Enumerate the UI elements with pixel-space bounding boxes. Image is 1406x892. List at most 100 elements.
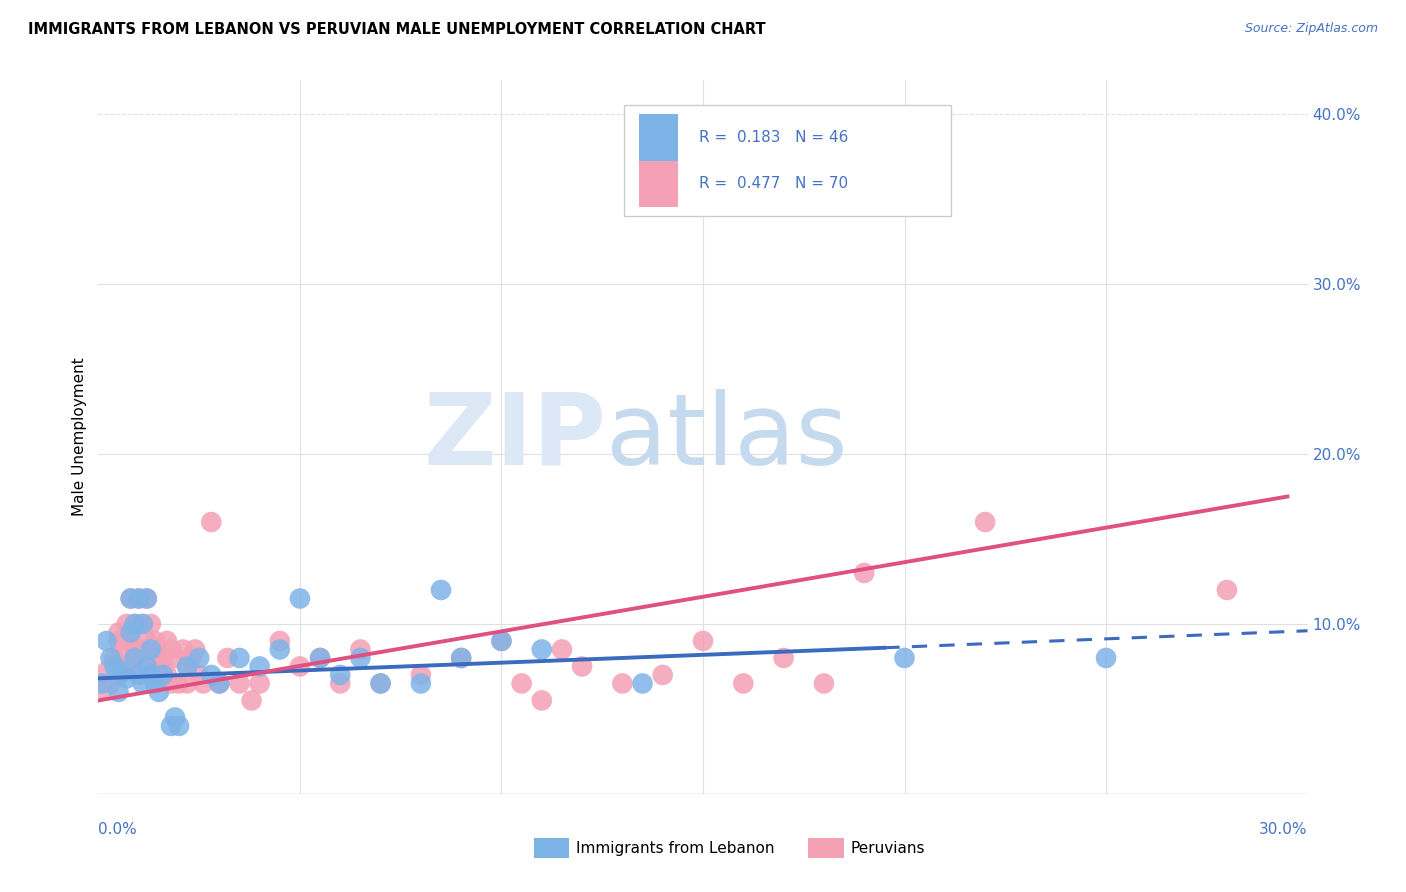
Point [103, 659, 125, 673]
Point [139, 642, 162, 657]
Point [249, 676, 271, 690]
Point [139, 617, 162, 632]
Point [132, 617, 155, 632]
Point [370, 676, 392, 690]
Point [329, 668, 352, 682]
Point [107, 625, 129, 640]
Point [152, 668, 174, 682]
Text: R =  0.477   N = 70: R = 0.477 N = 70 [699, 177, 848, 191]
Point [139, 642, 162, 657]
Point [1216, 582, 1239, 597]
Bar [624, 105, 950, 216]
Point [148, 685, 170, 699]
Point [228, 651, 250, 665]
Y-axis label: Male Unemployment: Male Unemployment [72, 358, 87, 516]
Point [128, 659, 150, 673]
Point [135, 591, 157, 606]
Point [491, 634, 513, 648]
Point [100, 651, 122, 665]
Point [651, 668, 673, 682]
Point [115, 659, 138, 673]
Point [124, 617, 146, 632]
Point [148, 668, 170, 682]
Point [176, 676, 198, 690]
Point [288, 659, 311, 673]
Bar [638, 161, 678, 207]
Text: R =  0.183   N = 46: R = 0.183 N = 46 [699, 130, 849, 145]
Point [143, 634, 166, 648]
Text: Immigrants from Lebanon: Immigrants from Lebanon [576, 841, 775, 855]
Point [370, 676, 392, 690]
Point [409, 668, 432, 682]
Point [128, 668, 150, 682]
Point [176, 659, 198, 673]
Point [288, 591, 311, 606]
Point [152, 651, 174, 665]
Point [160, 642, 183, 657]
Point [120, 634, 142, 648]
Point [120, 591, 142, 606]
Point [692, 634, 714, 648]
Point [631, 676, 654, 690]
Point [107, 685, 129, 699]
Point [184, 642, 207, 657]
Point [156, 634, 179, 648]
Point [200, 515, 222, 529]
Point [160, 676, 183, 690]
Point [132, 617, 155, 632]
Point [135, 634, 157, 648]
Point [111, 665, 134, 679]
Point [96, 665, 118, 679]
Point [329, 676, 352, 690]
Point [571, 659, 593, 673]
Point [91, 676, 114, 690]
Point [143, 659, 166, 673]
Point [217, 651, 239, 665]
Point [249, 659, 271, 673]
Point [124, 651, 146, 665]
Point [167, 676, 190, 690]
Point [612, 676, 634, 690]
Text: Source: ZipAtlas.com: Source: ZipAtlas.com [1244, 22, 1378, 36]
Point [156, 668, 179, 682]
Point [893, 651, 915, 665]
Bar [638, 114, 678, 161]
Point [167, 719, 190, 733]
Point [551, 642, 574, 657]
Text: Peruvians: Peruvians [851, 841, 925, 855]
Point [491, 634, 513, 648]
Point [450, 651, 472, 665]
Point [172, 642, 194, 657]
Point [120, 591, 142, 606]
Point [152, 659, 174, 673]
Point [200, 668, 222, 682]
Point [96, 634, 118, 648]
Point [139, 668, 162, 682]
Point [530, 642, 553, 657]
Point [269, 634, 291, 648]
Point [176, 659, 198, 673]
Text: IMMIGRANTS FROM LEBANON VS PERUVIAN MALE UNEMPLOYMENT CORRELATION CHART: IMMIGRANTS FROM LEBANON VS PERUVIAN MALE… [28, 22, 766, 37]
Point [813, 676, 835, 690]
Point [128, 591, 150, 606]
Point [135, 591, 157, 606]
Point [450, 651, 472, 665]
Point [163, 651, 186, 665]
Point [349, 651, 371, 665]
Point [188, 651, 211, 665]
Point [107, 668, 129, 682]
Text: 30.0%: 30.0% [1260, 822, 1308, 838]
Point [163, 710, 186, 724]
Point [893, 192, 915, 206]
Point [115, 617, 138, 632]
Point [107, 634, 129, 648]
Point [124, 617, 146, 632]
Point [733, 676, 755, 690]
Point [91, 681, 114, 696]
Text: 0.0%: 0.0% [98, 822, 138, 838]
Point [103, 651, 125, 665]
Point [974, 515, 997, 529]
Point [349, 642, 371, 657]
Point [100, 676, 122, 690]
Point [120, 625, 142, 640]
